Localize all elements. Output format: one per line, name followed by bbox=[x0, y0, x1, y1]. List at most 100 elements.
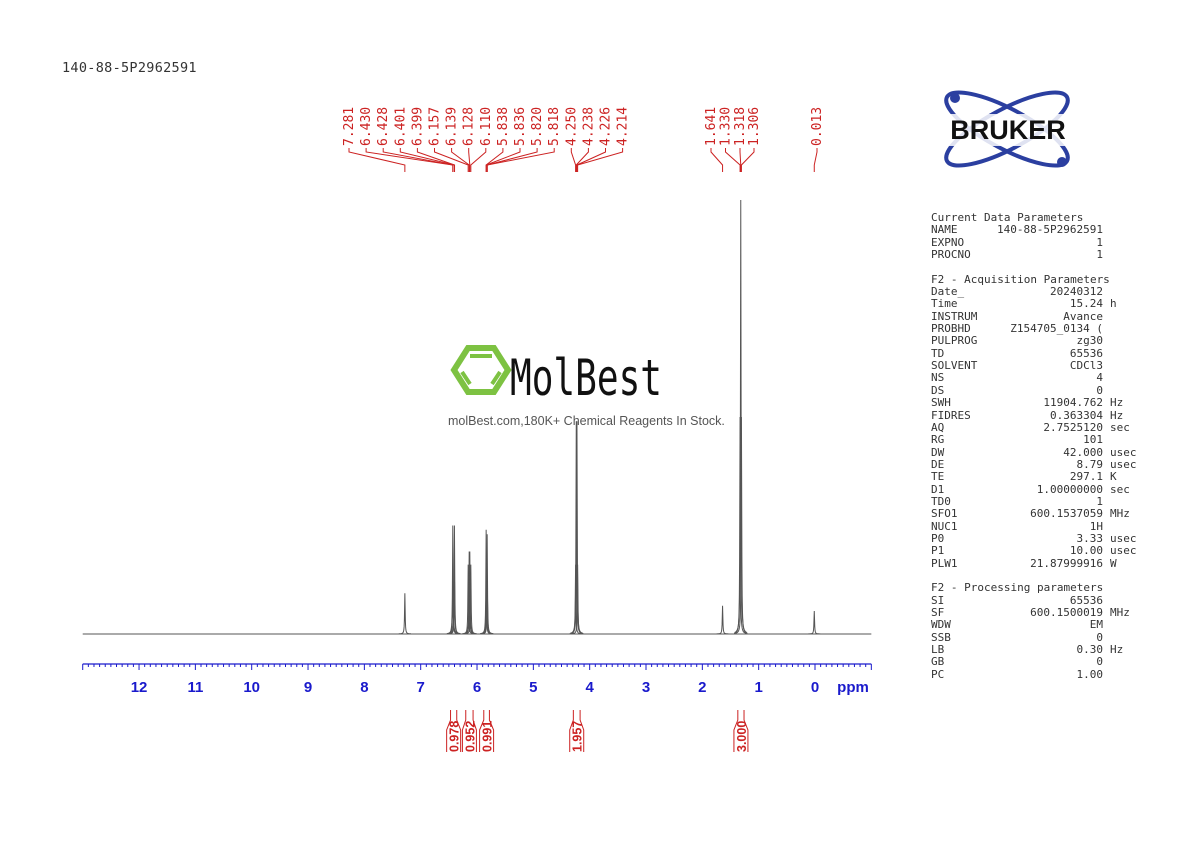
peak-label-leader bbox=[485, 148, 521, 172]
integral-bracket bbox=[733, 710, 749, 752]
x-tick-label: 6 bbox=[473, 679, 481, 696]
param-key: TD0 bbox=[931, 494, 951, 508]
param-key: P1 bbox=[931, 544, 945, 558]
peak-label-leader bbox=[416, 148, 456, 172]
peak-label: 5.820 bbox=[530, 107, 545, 146]
spectrum-peak bbox=[570, 421, 584, 634]
peak-label: 1.330 bbox=[719, 107, 734, 146]
param-row: NS 4 bbox=[931, 372, 1137, 385]
peak-label-leader bbox=[451, 148, 470, 172]
param-unit: usec bbox=[1110, 531, 1137, 545]
param-value: 101 bbox=[1083, 433, 1103, 447]
param-key: PULPROG bbox=[931, 334, 978, 348]
svg-text:MolBest: MolBest bbox=[510, 349, 662, 405]
peak-label-leader bbox=[468, 148, 471, 172]
peak-label-leader bbox=[434, 148, 469, 172]
bruker-logo: BRUKER bbox=[924, 90, 1092, 168]
x-tick-label: 9 bbox=[304, 679, 312, 696]
spectrum-peak bbox=[481, 581, 494, 635]
param-key: SOLVENT bbox=[931, 359, 978, 373]
param-unit: MHz bbox=[1110, 507, 1130, 521]
integral-value: 0.978 bbox=[448, 721, 462, 752]
param-row: PROBHD Z154705_0134 ( bbox=[931, 322, 1137, 336]
param-value: 297.1 bbox=[1069, 470, 1103, 484]
peak-label-leader bbox=[575, 148, 589, 172]
param-value: 3.33 bbox=[1076, 531, 1104, 545]
param-value: 600.1537059 bbox=[1030, 507, 1103, 521]
x-tick-label: 4 bbox=[586, 679, 595, 696]
peak-label-leader bbox=[348, 148, 406, 172]
peak-label-leader bbox=[725, 148, 741, 172]
param-row: EXPNO 1 bbox=[931, 235, 1137, 249]
param-key: EXPNO bbox=[931, 235, 965, 249]
param-row: PULPROG zg30 bbox=[931, 334, 1137, 348]
param-row: LB 0.30 Hz bbox=[931, 643, 1137, 657]
param-unit: sec bbox=[1110, 420, 1130, 434]
peak-label: 1.306 bbox=[747, 107, 762, 146]
param-key: DE bbox=[931, 457, 945, 471]
x-tick-label: 5 bbox=[529, 679, 537, 696]
integral-value: 3.000 bbox=[735, 721, 749, 752]
param-row: INSTRUM Avance bbox=[931, 310, 1137, 323]
param-key: SFO1 bbox=[931, 507, 958, 521]
param-row: DW 42.000 usec bbox=[931, 445, 1137, 459]
peak-label-leader bbox=[739, 148, 742, 172]
spectrum-peak bbox=[735, 416, 748, 634]
param-value: 1 bbox=[1096, 494, 1103, 508]
integral-value: 0.991 bbox=[481, 721, 495, 752]
molbest-logo: MolBest bbox=[450, 345, 662, 405]
peak-label: 5.838 bbox=[496, 107, 511, 146]
param-section-title: F2 - Acquisition Parameters bbox=[931, 272, 1110, 286]
param-unit: sec bbox=[1110, 482, 1130, 496]
param-row: DE 8.79 usec bbox=[931, 457, 1137, 471]
param-row: RG 101 bbox=[931, 433, 1137, 447]
param-value: EM bbox=[1089, 618, 1103, 632]
integral-bracket bbox=[569, 710, 585, 752]
param-row: SWH 11904.762 Hz bbox=[931, 396, 1137, 410]
param-unit: Hz bbox=[1110, 643, 1124, 657]
param-value: 0 bbox=[1096, 630, 1103, 644]
param-key: P0 bbox=[931, 531, 945, 545]
param-row: TD0 1 bbox=[931, 494, 1137, 508]
peak-label: 6.157 bbox=[428, 107, 443, 146]
peak-label: 0.013 bbox=[810, 107, 825, 146]
param-value: 42.000 bbox=[1063, 445, 1103, 459]
param-row: NUC1 1H bbox=[931, 520, 1137, 533]
param-key: PROCNO bbox=[931, 248, 971, 262]
param-key: Date_ bbox=[931, 285, 965, 299]
param-value: 0.363304 bbox=[1050, 408, 1103, 422]
param-value: 8.79 bbox=[1076, 457, 1104, 471]
param-row: FIDRES 0.363304 Hz bbox=[931, 408, 1137, 422]
param-value: 140-88-5P2962591 bbox=[997, 223, 1103, 237]
param-key: SSB bbox=[931, 630, 951, 644]
param-unit: h bbox=[1110, 297, 1117, 311]
param-section-title: Current Data Parameters bbox=[931, 211, 1084, 224]
peak-label: 1.641 bbox=[704, 107, 719, 146]
param-key: Time bbox=[931, 297, 958, 311]
param-value: 2.7525120 bbox=[1043, 420, 1103, 434]
param-value: 0 bbox=[1096, 383, 1103, 397]
param-row: SI 65536 bbox=[931, 594, 1137, 607]
param-row: SF 600.1500019 MHz bbox=[931, 606, 1137, 619]
param-key: LB bbox=[931, 643, 945, 657]
x-tick-label: 8 bbox=[360, 679, 368, 696]
param-row: AQ 2.7525120 sec bbox=[931, 420, 1137, 434]
param-unit: Hz bbox=[1110, 408, 1124, 422]
spectrum-peak bbox=[808, 610, 821, 635]
molbest-tagline: molBest.com,180K+ Chemical Reagents In S… bbox=[448, 414, 725, 428]
peak-label-leader bbox=[470, 148, 487, 172]
param-value: 65536 bbox=[1069, 346, 1103, 360]
integral-bracket bbox=[479, 710, 495, 752]
param-key: DS bbox=[931, 383, 945, 397]
param-value: 20240312 bbox=[1050, 285, 1103, 299]
param-row: PC 1.00 bbox=[931, 668, 1137, 681]
peak-label: 7.281 bbox=[342, 107, 357, 146]
param-value: CDCl3 bbox=[1069, 359, 1103, 373]
x-tick-label: 12 bbox=[131, 679, 148, 696]
param-value: 0.30 bbox=[1076, 643, 1104, 657]
param-value: Z154705_0134 ( bbox=[1010, 322, 1103, 336]
param-row: Time 15.24 h bbox=[931, 297, 1137, 311]
param-value: 11904.762 bbox=[1043, 396, 1103, 410]
peak-label: 4.226 bbox=[599, 107, 614, 146]
param-row: Date_ 20240312 bbox=[931, 285, 1137, 299]
